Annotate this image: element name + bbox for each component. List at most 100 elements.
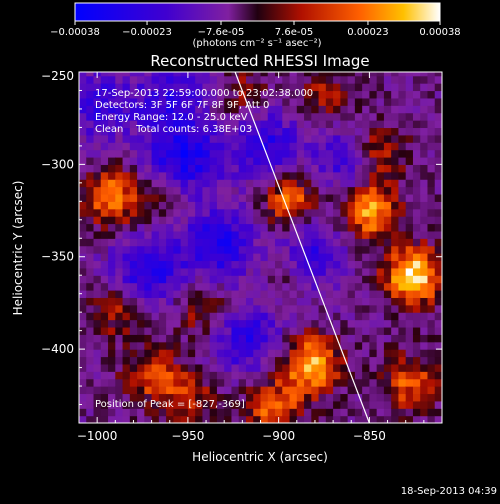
heatmap-cell [282, 216, 291, 225]
heatmap-cell [93, 156, 102, 165]
heatmap-cell [420, 282, 429, 291]
heatmap-cell [369, 193, 378, 202]
heatmap-cell [333, 386, 341, 395]
heatmap-cell [325, 253, 334, 262]
heatmap-cell [275, 393, 283, 402]
heatmap-cell [434, 193, 442, 202]
heatmap-cell [238, 193, 247, 202]
heatmap-cell [405, 304, 414, 313]
heatmap-cell [398, 230, 407, 239]
heatmap-cell [405, 297, 414, 306]
heatmap-cell [195, 400, 204, 409]
heatmap-cell [115, 112, 124, 121]
heatmap-cell [144, 120, 153, 129]
heatmap-cell [166, 334, 174, 343]
heatmap-cell [122, 319, 131, 328]
y-tick-label: −400 [41, 342, 74, 356]
heatmap-cell [333, 400, 341, 409]
heatmap-cell [195, 223, 204, 232]
heatmap-cell [195, 304, 204, 313]
heatmap-cell [383, 312, 392, 321]
heatmap-cell [391, 304, 400, 313]
heatmap-cell [383, 156, 392, 165]
heatmap-cell [362, 319, 370, 328]
heatmap-cell [434, 201, 442, 210]
heatmap-cell [216, 415, 225, 423]
heatmap-cell [79, 186, 87, 195]
heatmap-cell [253, 245, 262, 254]
heatmap-cell [412, 72, 421, 77]
heatmap-cell [340, 312, 349, 321]
heatmap-cell [398, 415, 407, 423]
heatmap-cell [216, 334, 225, 343]
heatmap-cell [144, 83, 153, 92]
heatmap-cell [318, 356, 327, 365]
heatmap-cell [216, 297, 225, 306]
heatmap-cell [187, 72, 196, 77]
heatmap-cell [354, 134, 363, 143]
heatmap-cell [369, 164, 378, 173]
heatmap-cell [289, 304, 298, 313]
heatmap-cell [412, 319, 421, 328]
heatmap-cell [216, 326, 225, 335]
heatmap-cell [115, 415, 124, 423]
heatmap-cell [224, 334, 233, 343]
heatmap-cell [318, 171, 327, 180]
heatmap-cell [311, 304, 320, 313]
heatmap-cell [311, 83, 320, 92]
heatmap-cell [434, 289, 442, 298]
heatmap-cell [275, 171, 283, 180]
heatmap-cell [434, 230, 442, 239]
heatmap-cell [275, 297, 283, 306]
heatmap-cell [195, 120, 204, 129]
heatmap-cell [216, 253, 225, 262]
heatmap-cell [108, 156, 116, 165]
heatmap-cell [405, 149, 414, 158]
heatmap-cell [79, 179, 87, 188]
heatmap-cell [122, 120, 131, 129]
heatmap-cell [267, 312, 276, 321]
heatmap-cell [289, 208, 298, 217]
heatmap-cell [86, 371, 95, 380]
heatmap-cell [420, 363, 429, 372]
heatmap-cell [115, 223, 124, 232]
heatmap-cell [296, 267, 305, 276]
heatmap-cell [267, 90, 276, 99]
heatmap-cell [260, 83, 269, 92]
heatmap-cell [108, 312, 116, 321]
heatmap-cell [202, 208, 211, 217]
heatmap-cell [383, 253, 392, 262]
heatmap-cell [333, 120, 341, 129]
heatmap-cell [209, 127, 218, 136]
heatmap-cell [354, 393, 363, 402]
heatmap-cell [340, 216, 349, 225]
heatmap-cell [318, 193, 327, 202]
heatmap-cell [253, 171, 262, 180]
heatmap-cell [376, 378, 385, 387]
heatmap-cell [282, 171, 291, 180]
heatmap-cell [369, 127, 378, 136]
heatmap-cell [122, 90, 131, 99]
heatmap-cell [180, 186, 189, 195]
heatmap-cell [412, 238, 421, 247]
heatmap-cell [354, 245, 363, 254]
heatmap-cell [391, 238, 400, 247]
heatmap-cell [166, 267, 174, 276]
heatmap-cell [325, 156, 334, 165]
heatmap-cell [420, 134, 429, 143]
heatmap-cell [93, 245, 102, 254]
heatmap-cell [79, 289, 87, 298]
heatmap-cell [158, 112, 167, 121]
heatmap-cell [383, 408, 392, 417]
heatmap-cell [391, 149, 400, 158]
heatmap-cell [151, 120, 160, 129]
heatmap-cell [187, 371, 196, 380]
heatmap-cell [369, 230, 378, 239]
heatmap-cell [427, 149, 436, 158]
heatmap-cell [100, 363, 109, 372]
heatmap-cell [245, 253, 254, 262]
heatmap-cell [398, 349, 407, 358]
heatmap-cell [253, 386, 262, 395]
heatmap-cell [195, 349, 204, 358]
heatmap-cell [354, 179, 363, 188]
